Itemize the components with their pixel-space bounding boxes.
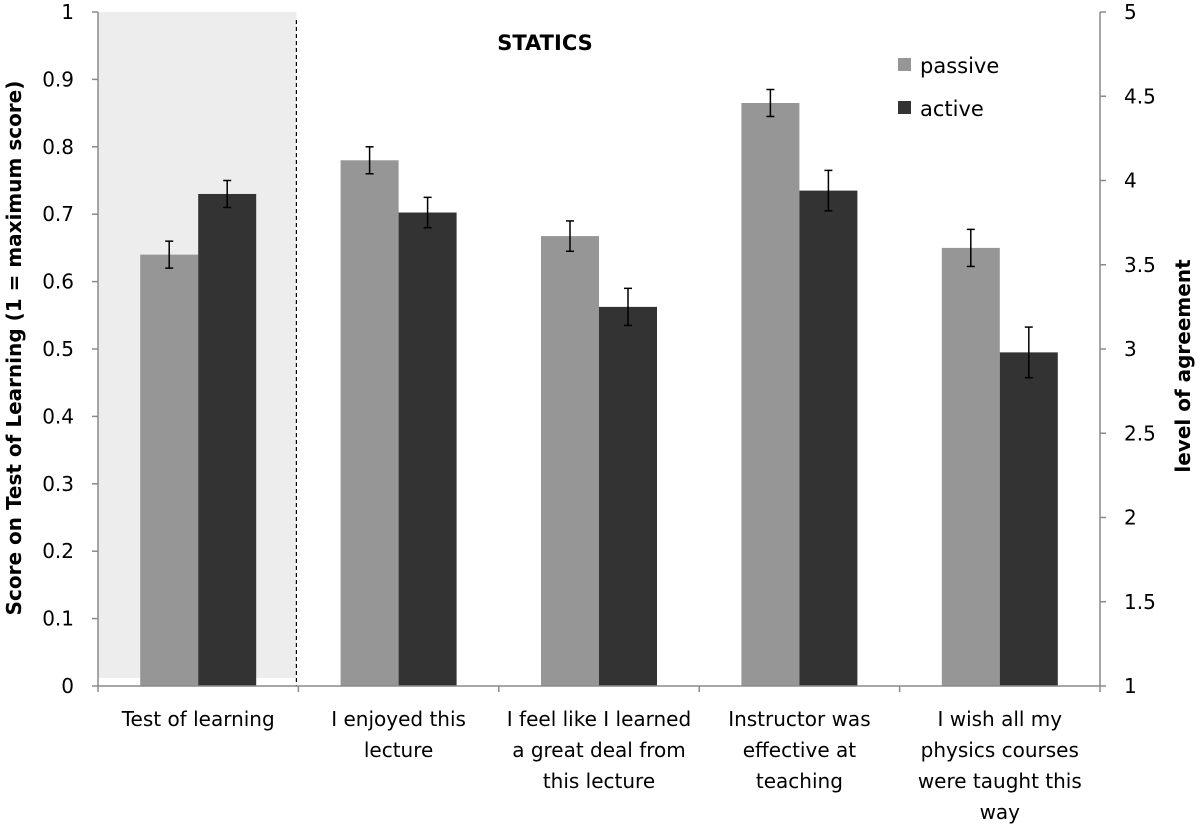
category-label-line: way [980,800,1021,824]
chart-title: STATICS [497,31,593,55]
bars-group [140,102,1058,687]
right-tick-label: 3 [1124,337,1137,361]
left-tick-label: 0.9 [42,67,74,91]
category-label-line: a great deal from [512,738,686,762]
category-label-line: teaching [756,769,843,793]
error-bars-group [165,88,1033,379]
category-labels: Test of learning I enjoyed this lecture I f… [121,707,1082,824]
category-label-line: physics courses [921,738,1079,762]
bar-passive-0 [140,254,199,686]
bar-active-4 [999,352,1058,686]
legend: passive active [898,54,999,121]
category-label-line: Instructor was [728,707,870,731]
bar-active-0 [198,193,257,687]
category-label-line: effective at [743,738,857,762]
left-tick-label: 0 [61,674,74,698]
bar-passive-4 [941,247,1000,686]
left-tick-labels: 0 0.1 0.2 0.3 0.4 0.5 0.6 0.7 0.8 0.9 1 [42,0,74,698]
right-tick-label: 2.5 [1124,421,1156,445]
right-y-axis-title: level of agreement [1171,259,1195,473]
left-tick-label: 1 [61,0,74,24]
bar-passive-1 [340,160,399,686]
left-tick-label: 0.3 [42,472,74,496]
legend-swatch-active [898,101,911,114]
category-label-line: I enjoyed this [331,707,466,731]
right-tick-label: 4 [1124,169,1137,193]
category-label-line: Test of learning [121,707,275,731]
category-label-line: were taught this [918,769,1082,793]
right-tick-label: 5 [1124,0,1137,24]
left-tick-label: 0.8 [42,135,74,159]
legend-label-passive: passive [920,54,999,78]
left-tick-label: 0.2 [42,539,74,563]
right-tick-label: 1.5 [1124,590,1156,614]
bar-active-3 [799,190,858,687]
right-tick-label: 1 [1124,674,1137,698]
category-label-line: I wish all my [937,707,1062,731]
legend-label-active: active [920,97,984,121]
right-tick-label: 3.5 [1124,253,1156,277]
left-tick-label: 0.7 [42,202,74,226]
left-tick-label: 0.5 [42,337,74,361]
right-tick-label: 2 [1124,506,1137,530]
category-label-line: lecture [364,738,433,762]
right-tick-labels: 1 1.5 2 2.5 3 3.5 4 4.5 5 [1124,0,1156,698]
left-y-axis-title: Score on Test of Learning (1 = maximum s… [2,81,26,616]
right-tick-label: 4.5 [1124,84,1156,108]
bar-active-2 [599,306,657,686]
bar-passive-2 [541,236,599,687]
left-tick-label: 0.6 [42,270,74,294]
bar-active-1 [398,212,457,686]
category-label-line: this lecture [543,769,655,793]
bar-passive-3 [741,102,800,687]
category-label-line: I feel like I learned [507,707,691,731]
left-tick-label: 0.4 [42,404,74,428]
axis-ticks [92,11,1106,692]
legend-swatch-passive [898,58,911,71]
left-tick-label: 0.1 [42,607,74,631]
